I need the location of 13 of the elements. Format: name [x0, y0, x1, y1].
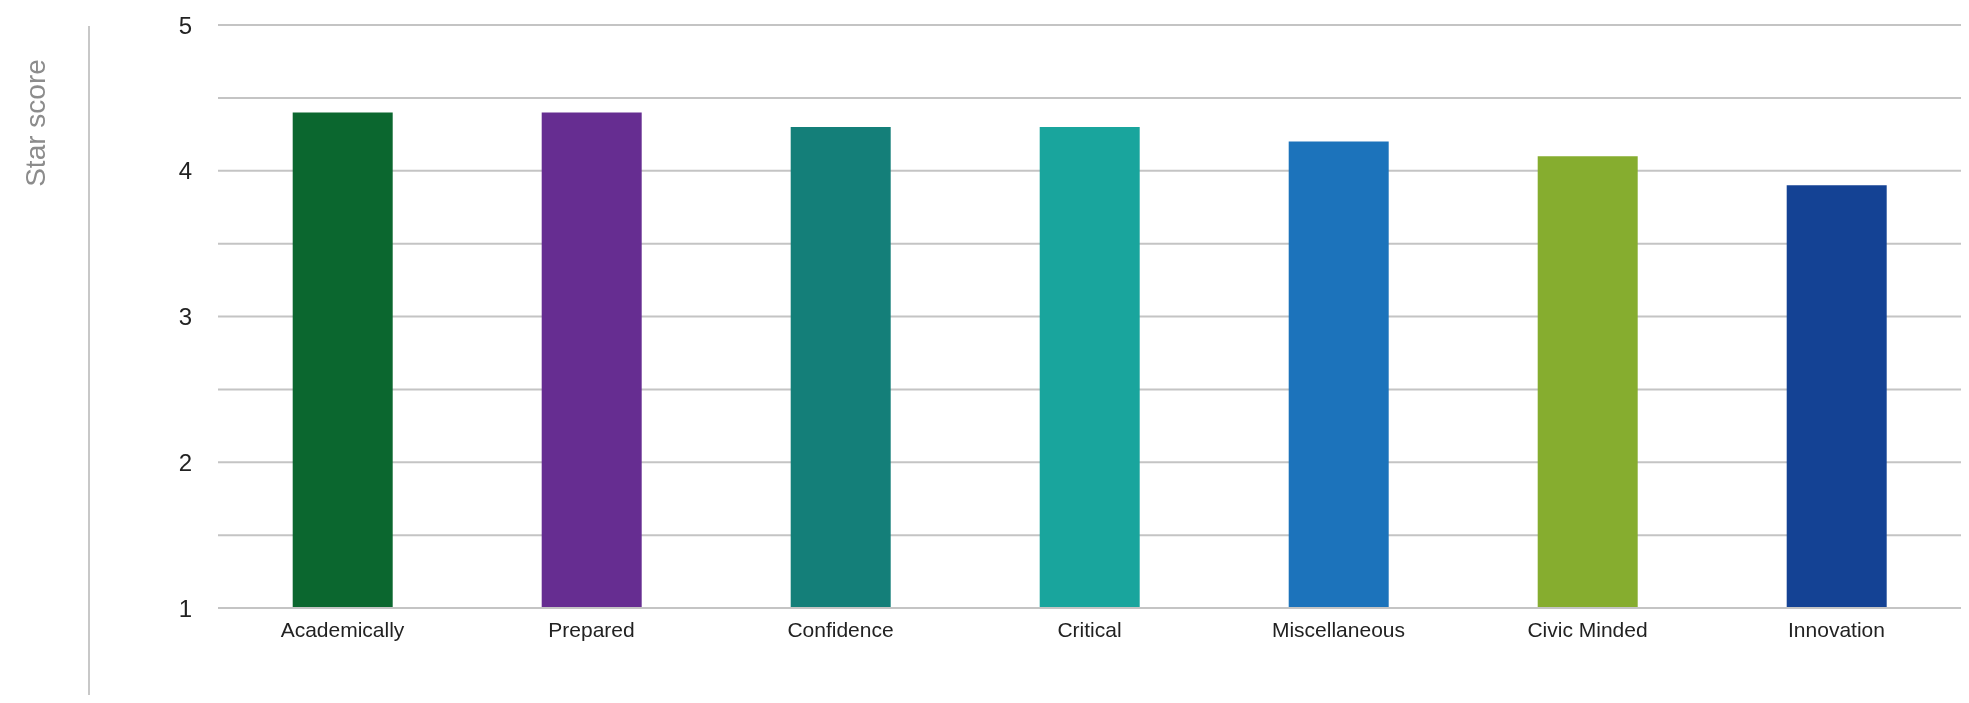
x-tick-label: Confidence — [787, 617, 894, 641]
y-axis-title: Star score — [20, 59, 52, 187]
y-tick-label: 5 — [178, 11, 192, 39]
x-tick-label: Academically — [280, 617, 405, 641]
y-tick-label: 3 — [178, 303, 192, 331]
x-tick-label: Civic Minded — [1527, 617, 1648, 641]
y-tick-label: 2 — [178, 448, 192, 476]
x-tick-label: Prepared — [548, 617, 635, 641]
x-tick-label: Miscellaneous — [1271, 617, 1406, 641]
x-tick-label: Innovation — [1788, 617, 1885, 641]
x-tick-label: Critical — [1057, 617, 1122, 641]
y-tick-label: 4 — [178, 157, 192, 185]
y-tick-label: 1 — [178, 594, 192, 622]
